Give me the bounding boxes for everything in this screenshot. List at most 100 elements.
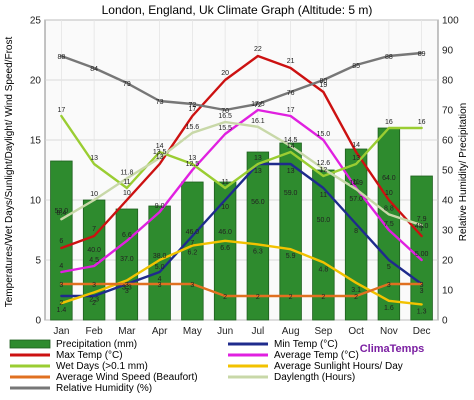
y-left-tick-label: 20 xyxy=(30,76,42,87)
data-label-max-temp-c: 21 xyxy=(287,58,295,65)
y-axis-left-label: Temperatures/Wet Days/Sunlight/Daylight/… xyxy=(4,37,15,308)
series-lines xyxy=(60,51,423,306)
data-label-relative-humidity: 76 xyxy=(287,90,295,97)
plot-area xyxy=(44,19,439,321)
data-label-wet-days-0-1-mm: 13 xyxy=(188,155,196,162)
data-label-min-temp-c: 3 xyxy=(125,288,129,295)
data-label-precipitation-mm: 37.0 xyxy=(120,256,134,263)
data-label-average-sunlight-hours-day: 6.3 xyxy=(253,248,263,255)
data-label-average-wind-speed-beaufort: 3 xyxy=(158,282,162,289)
bar-precipitation-mm xyxy=(246,151,270,321)
data-label-average-sunlight-hours-day: 3.3 xyxy=(122,284,132,291)
data-label-wet-days-0-1-mm: 12 xyxy=(319,167,327,174)
data-label-average-sunlight-hours-day: 6.6 xyxy=(220,245,230,252)
data-label-average-wind-speed-beaufort: 2 xyxy=(289,294,293,301)
data-label-relative-humidity: 73 xyxy=(156,99,164,106)
data-label-average-sunlight-hours-day: 3.1 xyxy=(351,287,361,294)
data-label-precipitation-mm: 40.0 xyxy=(87,247,101,254)
data-label-wet-days-0-1-mm: 11 xyxy=(123,179,130,186)
legend-label-precipitation-mm: Precipitation (mm) xyxy=(56,339,137,350)
x-tick-label: Apr xyxy=(152,326,168,337)
data-label-average-sunlight-hours-day: 5.9 xyxy=(286,253,296,260)
legend-label-average-sunlight-hours-day: Average Sunlight Hours/ Day xyxy=(274,361,403,372)
data-label-max-temp-c: 7 xyxy=(92,226,96,233)
data-label-precipitation-mm: 48.0 xyxy=(415,223,429,230)
line-average-temp-c xyxy=(60,108,423,274)
data-label-wet-days-0-1-mm: 13 xyxy=(352,155,360,162)
data-label-precipitation-mm: 53.0 xyxy=(55,208,69,215)
data-label-average-temp-c: 7.5 xyxy=(384,221,394,228)
data-label-relative-humidity: 84 xyxy=(90,66,98,73)
data-label-average-sunlight-hours-day: 1.6 xyxy=(384,305,394,312)
legend-label-daylength-hours: Daylength (Hours) xyxy=(274,372,355,383)
data-label-average-temp-c: 4.5 xyxy=(89,257,99,264)
y-left-tick-label: 10 xyxy=(30,196,42,207)
y-axis-right-label: Relative Humidity/ Precipitation xyxy=(458,103,469,241)
y-right-tick-label: 60 xyxy=(442,136,454,147)
data-label-average-temp-c: 4 xyxy=(59,263,63,270)
x-tick-label: Sep xyxy=(314,326,332,337)
data-label-wet-days-0-1-mm: 16 xyxy=(385,119,393,126)
y-right-tick-label: 0 xyxy=(442,316,448,327)
data-label-max-temp-c: 10 xyxy=(123,190,131,197)
data-label-daylength-hours: 14.5 xyxy=(284,137,298,144)
y-right-tick-label: 20 xyxy=(442,256,454,267)
data-label-max-temp-c: 13 xyxy=(156,154,164,161)
data-label-relative-humidity: 72 xyxy=(188,102,196,109)
x-tick-label: Jul xyxy=(251,326,264,337)
data-label-max-temp-c: 14 xyxy=(352,142,360,149)
y-left-tick-label: 25 xyxy=(30,16,42,27)
y-right-tick-label: 40 xyxy=(442,196,454,207)
line-max-temp-c xyxy=(60,54,423,250)
y-right-tick-label: 70 xyxy=(442,106,454,117)
line-daylength-hours xyxy=(60,120,423,227)
data-label-average-temp-c: 11 xyxy=(352,179,359,186)
data-label-average-wind-speed-beaufort: 2 xyxy=(354,294,358,301)
data-label-min-temp-c: 13 xyxy=(254,168,262,175)
data-label-relative-humidity: 89 xyxy=(418,51,426,58)
data-label-average-temp-c: 9.0 xyxy=(155,203,165,210)
y-left-tick-label: 15 xyxy=(30,136,42,147)
bar-precipitation-mm xyxy=(410,175,433,321)
data-label-relative-humidity: 85 xyxy=(352,63,360,70)
data-label-average-temp-c: 6.6 xyxy=(122,232,132,239)
data-label-min-temp-c: 13 xyxy=(287,168,295,175)
data-label-wet-days-0-1-mm: 14 xyxy=(156,143,164,150)
data-label-average-sunlight-hours-day: 1.4 xyxy=(57,307,67,314)
y-right-tick-label: 100 xyxy=(442,16,459,27)
line-wet-days-0-1-mm xyxy=(60,114,423,190)
data-label-relative-humidity: 88 xyxy=(385,54,393,61)
brand-logo-text: ClimaTemps xyxy=(360,343,425,355)
data-label-average-temp-c: 15.5 xyxy=(218,125,232,132)
data-label-average-sunlight-hours-day: 5.0 xyxy=(155,264,165,271)
x-tick-label: Oct xyxy=(348,326,364,337)
data-label-precipitation-mm: 50.0 xyxy=(317,217,331,224)
data-label-min-temp-c: 5 xyxy=(387,264,391,271)
y-right-tick-label: 80 xyxy=(442,76,454,87)
x-tick-label: Aug xyxy=(282,326,300,337)
data-label-daylength-hours: 11.8 xyxy=(120,169,133,176)
data-label-average-wind-speed-beaufort: 2 xyxy=(223,294,227,301)
data-label-average-wind-speed-beaufort: 3 xyxy=(387,282,391,289)
legend-label-min-temp-c: Min Temp (°C) xyxy=(274,339,338,350)
data-label-min-temp-c: 2 xyxy=(59,300,63,307)
data-label-average-wind-speed-beaufort: 3 xyxy=(125,282,129,289)
data-label-average-sunlight-hours-day: 6.2 xyxy=(188,250,198,257)
data-label-daylength-hours: 8.4 xyxy=(57,210,67,217)
data-label-max-temp-c: 10 xyxy=(385,190,393,197)
data-label-min-temp-c: 4 xyxy=(158,276,162,283)
y-right-tick-label: 10 xyxy=(442,286,454,297)
data-label-daylength-hours: 16.1 xyxy=(251,118,265,125)
bar-precipitation-mm xyxy=(148,205,171,321)
legend-label-average-temp-c: Average Temp (°C) xyxy=(274,350,359,361)
line-min-temp-c xyxy=(60,162,423,298)
data-label-wet-days-0-1-mm: 14 xyxy=(287,143,295,150)
data-label-max-temp-c: 6 xyxy=(59,238,63,245)
data-label-relative-humidity: 79 xyxy=(123,81,131,88)
x-tick-label: Jan xyxy=(53,326,69,337)
data-label-max-temp-c: 19 xyxy=(319,82,327,89)
data-label-daylength-hours: 10.9 xyxy=(349,180,363,187)
legend: Precipitation (mm) Min Temp (°C) Max Temp … xyxy=(9,339,403,394)
data-label-average-temp-c: 12.5 xyxy=(186,161,200,168)
